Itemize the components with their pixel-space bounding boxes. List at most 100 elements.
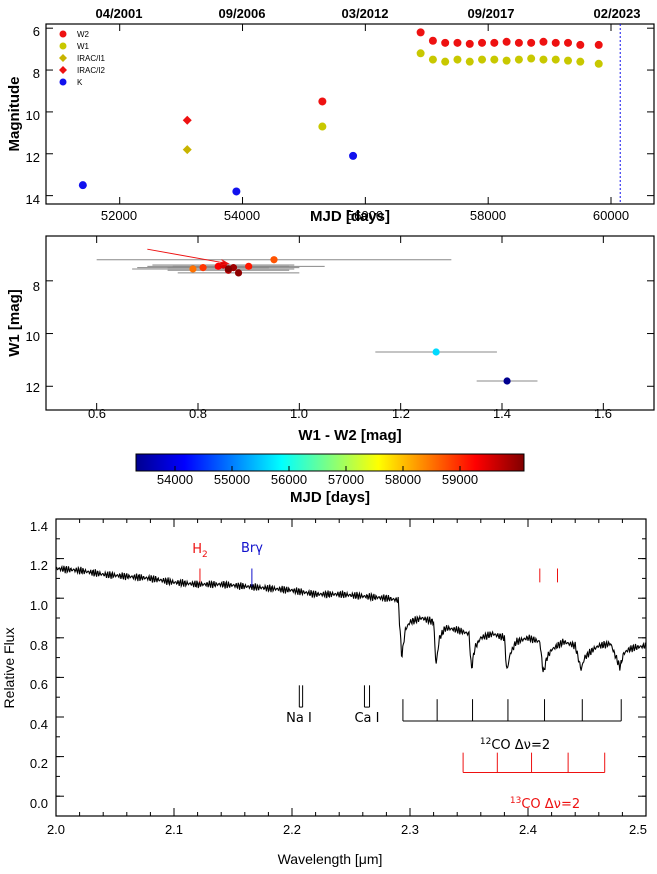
colorbar-tick-label: 57000 bbox=[328, 472, 364, 487]
data-point-w1 bbox=[502, 56, 511, 65]
legend-marker-k bbox=[59, 78, 67, 86]
y-tick-label: 8 bbox=[33, 279, 40, 294]
x-tick-label: 58000 bbox=[470, 208, 506, 223]
colorbar-tick-label: 59000 bbox=[442, 472, 478, 487]
lightcurve-x-ticks: 52000 54000 56000 58000 60000 bbox=[101, 208, 629, 223]
data-point bbox=[245, 262, 253, 270]
data-point-w1 bbox=[594, 59, 603, 68]
spectrum-line bbox=[55, 564, 647, 673]
y-tick-label: 0.6 bbox=[30, 677, 48, 692]
data-point-w2 bbox=[465, 39, 474, 48]
data-point bbox=[503, 377, 511, 385]
legend-marker-irac2 bbox=[59, 66, 67, 74]
y-tick-label: 8 bbox=[33, 66, 40, 81]
legend-label: W1 bbox=[77, 42, 90, 51]
data-point-w2 bbox=[514, 38, 523, 47]
data-point-w2 bbox=[576, 40, 585, 49]
top-date-label: 09/2017 bbox=[468, 6, 515, 21]
y-tick-label: 1.0 bbox=[30, 598, 48, 613]
data-point bbox=[189, 265, 197, 273]
colorbar-ticks: 54000 55000 56000 57000 58000 59000 bbox=[157, 466, 478, 487]
legend-label: IRAC/I1 bbox=[77, 54, 106, 63]
cmd-frame bbox=[45, 235, 655, 411]
data-point-w2 bbox=[478, 38, 487, 47]
data-point-w1 bbox=[527, 54, 536, 63]
x-tick-label: 2.4 bbox=[519, 822, 537, 837]
x-tick-label: 60000 bbox=[593, 208, 629, 223]
y-tick-label: 6 bbox=[33, 24, 40, 39]
data-point-w1 bbox=[318, 122, 327, 131]
lightcurve-legend: W2 W1 IRAC/I1 IRAC/I2 K bbox=[59, 30, 106, 87]
data-point-w2 bbox=[502, 37, 511, 46]
x-tick-label: 1.4 bbox=[493, 406, 511, 421]
x-tick-label: 2.5 bbox=[629, 822, 647, 837]
top-date-label: 03/2012 bbox=[342, 6, 389, 21]
lightcurve-top-labels: 04/2001 09/2006 03/2012 09/2017 02/2023 bbox=[96, 6, 641, 21]
data-point-w2 bbox=[453, 38, 462, 47]
legend-label: K bbox=[77, 78, 83, 87]
data-point-w1 bbox=[428, 55, 437, 64]
data-point-w1 bbox=[478, 55, 487, 64]
data-point-w2 bbox=[490, 38, 499, 47]
x-tick-label: 2.3 bbox=[401, 822, 419, 837]
data-point-w2 bbox=[527, 38, 536, 47]
top-date-label: 09/2006 bbox=[219, 6, 266, 21]
cmd-y-axis-label: W1 [mag] bbox=[6, 289, 23, 357]
y-tick-label: 0.8 bbox=[30, 638, 48, 653]
data-point-irac-i2 bbox=[182, 115, 192, 125]
data-point-w1 bbox=[416, 49, 425, 58]
data-point-w2 bbox=[318, 97, 327, 106]
y-tick-label: 0.0 bbox=[30, 796, 48, 811]
y-tick-label: 14 bbox=[26, 192, 40, 207]
spectrum-x-axis-label: Wavelength [μm] bbox=[278, 851, 383, 867]
y-tick-label: 12 bbox=[26, 380, 40, 395]
data-point-w1 bbox=[453, 55, 462, 64]
data-point-w2 bbox=[564, 38, 573, 47]
co13-label: 13CO Δν=2 bbox=[510, 796, 580, 812]
y-tick-label: 1.2 bbox=[30, 558, 48, 573]
data-point bbox=[199, 264, 207, 272]
data-point-w2 bbox=[551, 38, 560, 47]
data-point-w2 bbox=[416, 28, 425, 37]
spectrum-y-axis-label: Relative Flux bbox=[1, 628, 17, 709]
spectrum-y-ticks: 0.0 0.2 0.4 0.6 0.8 1.0 1.2 1.4 bbox=[30, 519, 48, 811]
data-point-w1 bbox=[514, 55, 523, 64]
colorbar: 54000 55000 56000 57000 58000 59000 MJD … bbox=[135, 453, 525, 506]
legend-marker-irac1 bbox=[59, 54, 67, 62]
y-tick-label: 1.4 bbox=[30, 519, 48, 534]
data-point bbox=[224, 265, 232, 273]
data-point-w1 bbox=[490, 55, 499, 64]
x-tick-label: 0.6 bbox=[88, 406, 106, 421]
cmd-panel: 0.6 0.8 1.0 1.2 1.4 1.6 8 10 12 W1 - W2 … bbox=[6, 235, 655, 444]
colorbar-label: MJD [days] bbox=[290, 489, 370, 506]
x-tick-label: 1.0 bbox=[290, 406, 308, 421]
h2-label: H2 bbox=[192, 542, 208, 560]
colorbar-tick-label: 54000 bbox=[157, 472, 193, 487]
lightcurve-y-ticks: 6 8 10 12 14 bbox=[26, 24, 40, 207]
trend-arrow-head bbox=[220, 259, 230, 266]
top-date-label: 04/2001 bbox=[96, 6, 143, 21]
trend-arrow bbox=[147, 248, 229, 265]
x-tick-label: 2.1 bbox=[165, 822, 183, 837]
data-point-w1 bbox=[465, 57, 474, 66]
data-point-w2 bbox=[428, 36, 437, 45]
legend-marker-w1 bbox=[59, 42, 67, 50]
colorbar-gradient bbox=[135, 453, 525, 472]
colorbar-tick-label: 56000 bbox=[271, 472, 307, 487]
data-point-w1 bbox=[441, 57, 450, 66]
co12-label: 12CO Δν=2 bbox=[480, 737, 550, 753]
data-point-k bbox=[232, 187, 241, 196]
lightcurve-frame bbox=[45, 23, 655, 205]
data-point bbox=[432, 348, 440, 356]
spectrum-panel: 2.0 2.1 2.2 2.3 2.4 2.5 0.0 0.2 0.4 0.6 … bbox=[1, 518, 647, 867]
data-point-k bbox=[349, 151, 358, 160]
x-tick-label: 2.0 bbox=[47, 822, 65, 837]
x-tick-label: 1.2 bbox=[392, 406, 410, 421]
data-point-k bbox=[78, 181, 87, 190]
legend-label: W2 bbox=[77, 30, 90, 39]
cmd-x-axis-label: W1 - W2 [mag] bbox=[298, 427, 401, 444]
data-point-w1 bbox=[539, 55, 548, 64]
y-tick-label: 10 bbox=[26, 108, 40, 123]
y-tick-label: 10 bbox=[26, 329, 40, 344]
top-date-label: 02/2023 bbox=[594, 6, 641, 21]
